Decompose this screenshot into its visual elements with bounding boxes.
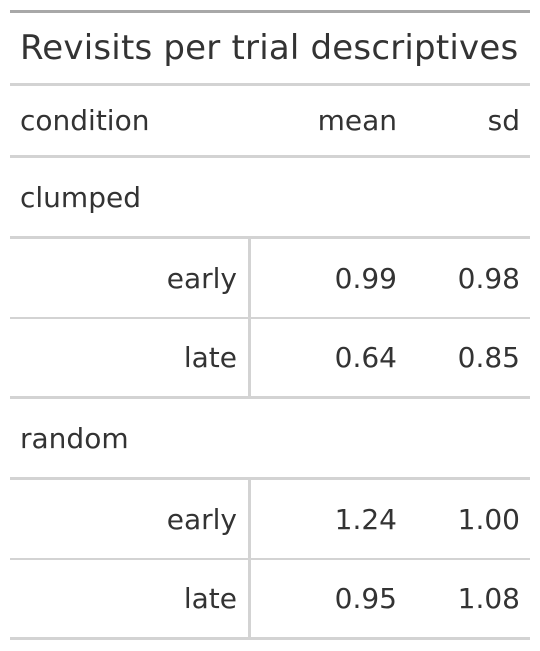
row-label-text: early <box>166 261 237 295</box>
table-title: Revisits per trial descriptives <box>10 13 530 86</box>
row-label: early <box>10 480 251 558</box>
mean-cell: 0.99 <box>334 261 397 295</box>
column-header-condition: condition <box>20 104 150 137</box>
group-label: clumped <box>20 180 141 214</box>
mean-cell: 0.64 <box>334 341 397 374</box>
row-label: early <box>10 239 251 317</box>
column-header-row: condition mean sd <box>10 86 530 158</box>
sd-cell: 1.00 <box>457 502 520 536</box>
mean-cell: 0.95 <box>334 582 397 615</box>
table-top-rule <box>10 10 530 13</box>
group-row-random: random <box>10 399 530 480</box>
row-label-text: late <box>183 582 237 615</box>
table-row: early 0.99 0.98 <box>10 239 530 319</box>
row-label: late <box>10 319 251 396</box>
sd-cell: 1.08 <box>457 582 520 615</box>
table-row: late 0.64 0.85 <box>10 319 530 399</box>
sd-cell: 0.98 <box>457 261 520 295</box>
mean-cell: 1.24 <box>334 502 397 536</box>
table-row: early 1.24 1.00 <box>10 480 530 560</box>
row-label-text: early <box>166 502 237 536</box>
descriptives-table: Revisits per trial descriptives conditio… <box>10 10 530 640</box>
row-label-text: late <box>183 341 237 374</box>
group-row-clumped: clumped <box>10 158 530 239</box>
column-header-mean: mean <box>317 104 397 137</box>
group-label: random <box>20 421 129 455</box>
row-label: late <box>10 560 251 637</box>
sd-cell: 0.85 <box>457 341 520 374</box>
table-row: late 0.95 1.08 <box>10 560 530 640</box>
column-header-sd: sd <box>487 104 520 137</box>
